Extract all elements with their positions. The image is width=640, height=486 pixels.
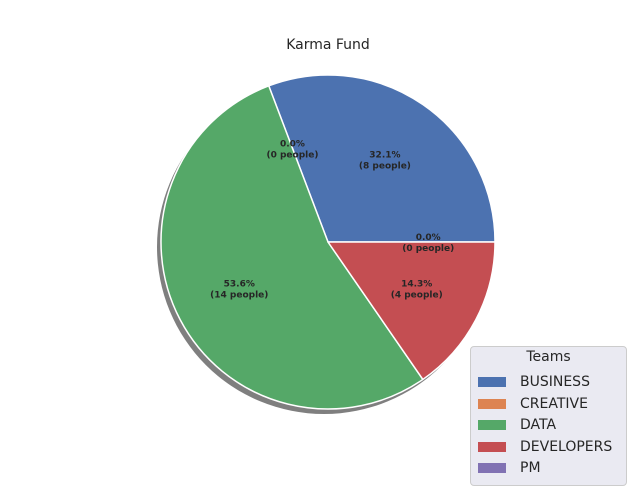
chart-title: Karma Fund <box>286 37 370 53</box>
slice-label-developers: 14.3% (4 people) <box>391 280 443 301</box>
legend-title: Teams <box>526 349 571 365</box>
legend-item-business: BUSINESS <box>478 373 590 391</box>
legend: Teams BUSINESS CREATIVE DATA DEVELOPERS PM <box>470 346 627 486</box>
legend-item-creative: CREATIVE <box>478 395 588 413</box>
slice-business <box>268 74 496 243</box>
legend-swatch <box>478 463 506 473</box>
pie-slices <box>157 74 496 414</box>
slice-label-creative: 0.0% (0 people) <box>266 139 318 160</box>
slice-developers <box>327 241 496 381</box>
slice-label-data: 53.6% (14 people) <box>210 280 268 301</box>
slice-label-business: 32.1% (8 people) <box>359 151 411 172</box>
slice-label-pm: 0.0% (0 people) <box>402 233 454 254</box>
slice-data <box>160 85 424 410</box>
legend-item-developers: DEVELOPERS <box>478 438 612 456</box>
legend-swatch <box>478 420 506 430</box>
legend-swatch <box>478 377 506 387</box>
legend-item-data: DATA <box>478 416 556 434</box>
legend-item-pm: PM <box>478 459 541 477</box>
legend-label: BUSINESS <box>520 374 590 390</box>
legend-label: DEVELOPERS <box>520 438 613 455</box>
legend-label: DATA <box>520 417 557 433</box>
legend-label: PM <box>520 460 541 476</box>
slice-labels: 32.1% (8 people) 0.0% (0 people) 53.6% (14 pe… <box>210 139 454 300</box>
legend-label: CREATIVE <box>520 395 588 412</box>
legend-swatch <box>478 398 506 409</box>
legend-swatch <box>478 441 506 452</box>
